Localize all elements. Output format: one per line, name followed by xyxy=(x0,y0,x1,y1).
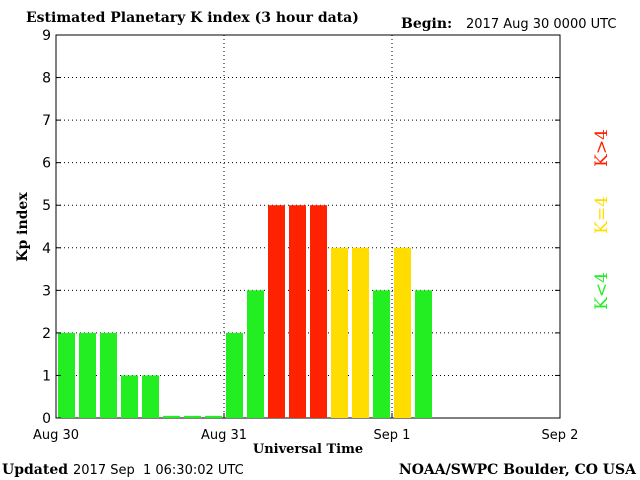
x-axis-ticks: Aug 30 Aug 31 Sep 1 Sep 2 xyxy=(33,413,578,443)
kp-bar xyxy=(121,375,138,418)
y-tick-label: 4 xyxy=(42,241,51,257)
kp-bar xyxy=(79,332,96,418)
kp-bar xyxy=(58,332,75,418)
y-axis-label: Kp index xyxy=(15,192,31,262)
y-tick-label: 0 xyxy=(42,411,51,427)
y-tick-label: 9 xyxy=(42,28,51,44)
legend-k-below-4: K<4 xyxy=(592,272,612,310)
x-tick-label: Sep 2 xyxy=(542,428,579,443)
kp-bar xyxy=(268,205,285,418)
x-axis-label: Universal Time xyxy=(253,442,363,457)
plot-area xyxy=(55,34,561,419)
updated-label: Updated xyxy=(2,462,68,478)
kp-bar xyxy=(394,247,411,418)
y-tick-label: 8 xyxy=(42,71,51,87)
y-tick-label: 5 xyxy=(42,198,51,214)
grid-lines xyxy=(56,34,560,418)
kp-bar xyxy=(100,332,117,418)
begin-value: 2017 Aug 30 0000 UTC xyxy=(466,17,616,32)
kp-bar xyxy=(163,415,180,418)
kp-bar xyxy=(205,415,222,418)
kp-bar xyxy=(310,205,327,418)
kp-bar xyxy=(352,247,369,418)
begin-label: Begin: xyxy=(401,16,452,32)
y-tick-label: 7 xyxy=(42,113,51,129)
x-tick-label: Aug 31 xyxy=(201,428,247,443)
kp-bar xyxy=(289,205,306,418)
kp-bar xyxy=(184,415,201,418)
kp-bar xyxy=(247,290,264,418)
x-tick-label: Aug 30 xyxy=(33,428,79,443)
updated-value: 2017 Sep 1 06:30:02 UTC xyxy=(73,463,244,478)
y-tick-label: 6 xyxy=(42,156,51,172)
kp-bar xyxy=(415,290,432,418)
legend-k-above-4: K>4 xyxy=(592,129,612,167)
chart-title: Estimated Planetary K index (3 hour data… xyxy=(26,10,359,26)
kp-bar xyxy=(373,290,390,418)
x-tick-label: Sep 1 xyxy=(374,428,411,443)
y-tick-label: 3 xyxy=(42,283,51,299)
kp-bar xyxy=(331,247,348,418)
bar-group xyxy=(58,205,432,418)
y-tick-label: 2 xyxy=(42,326,51,342)
source-credit: NOAA/SWPC Boulder, CO USA xyxy=(399,462,637,478)
kp-bar xyxy=(226,332,243,418)
y-axis-ticks: 0 1 2 3 4 5 6 7 8 9 xyxy=(42,28,560,427)
legend-k-equal-4: K=4 xyxy=(592,196,612,234)
kp-bar xyxy=(142,375,159,418)
y-tick-label: 1 xyxy=(42,368,51,384)
